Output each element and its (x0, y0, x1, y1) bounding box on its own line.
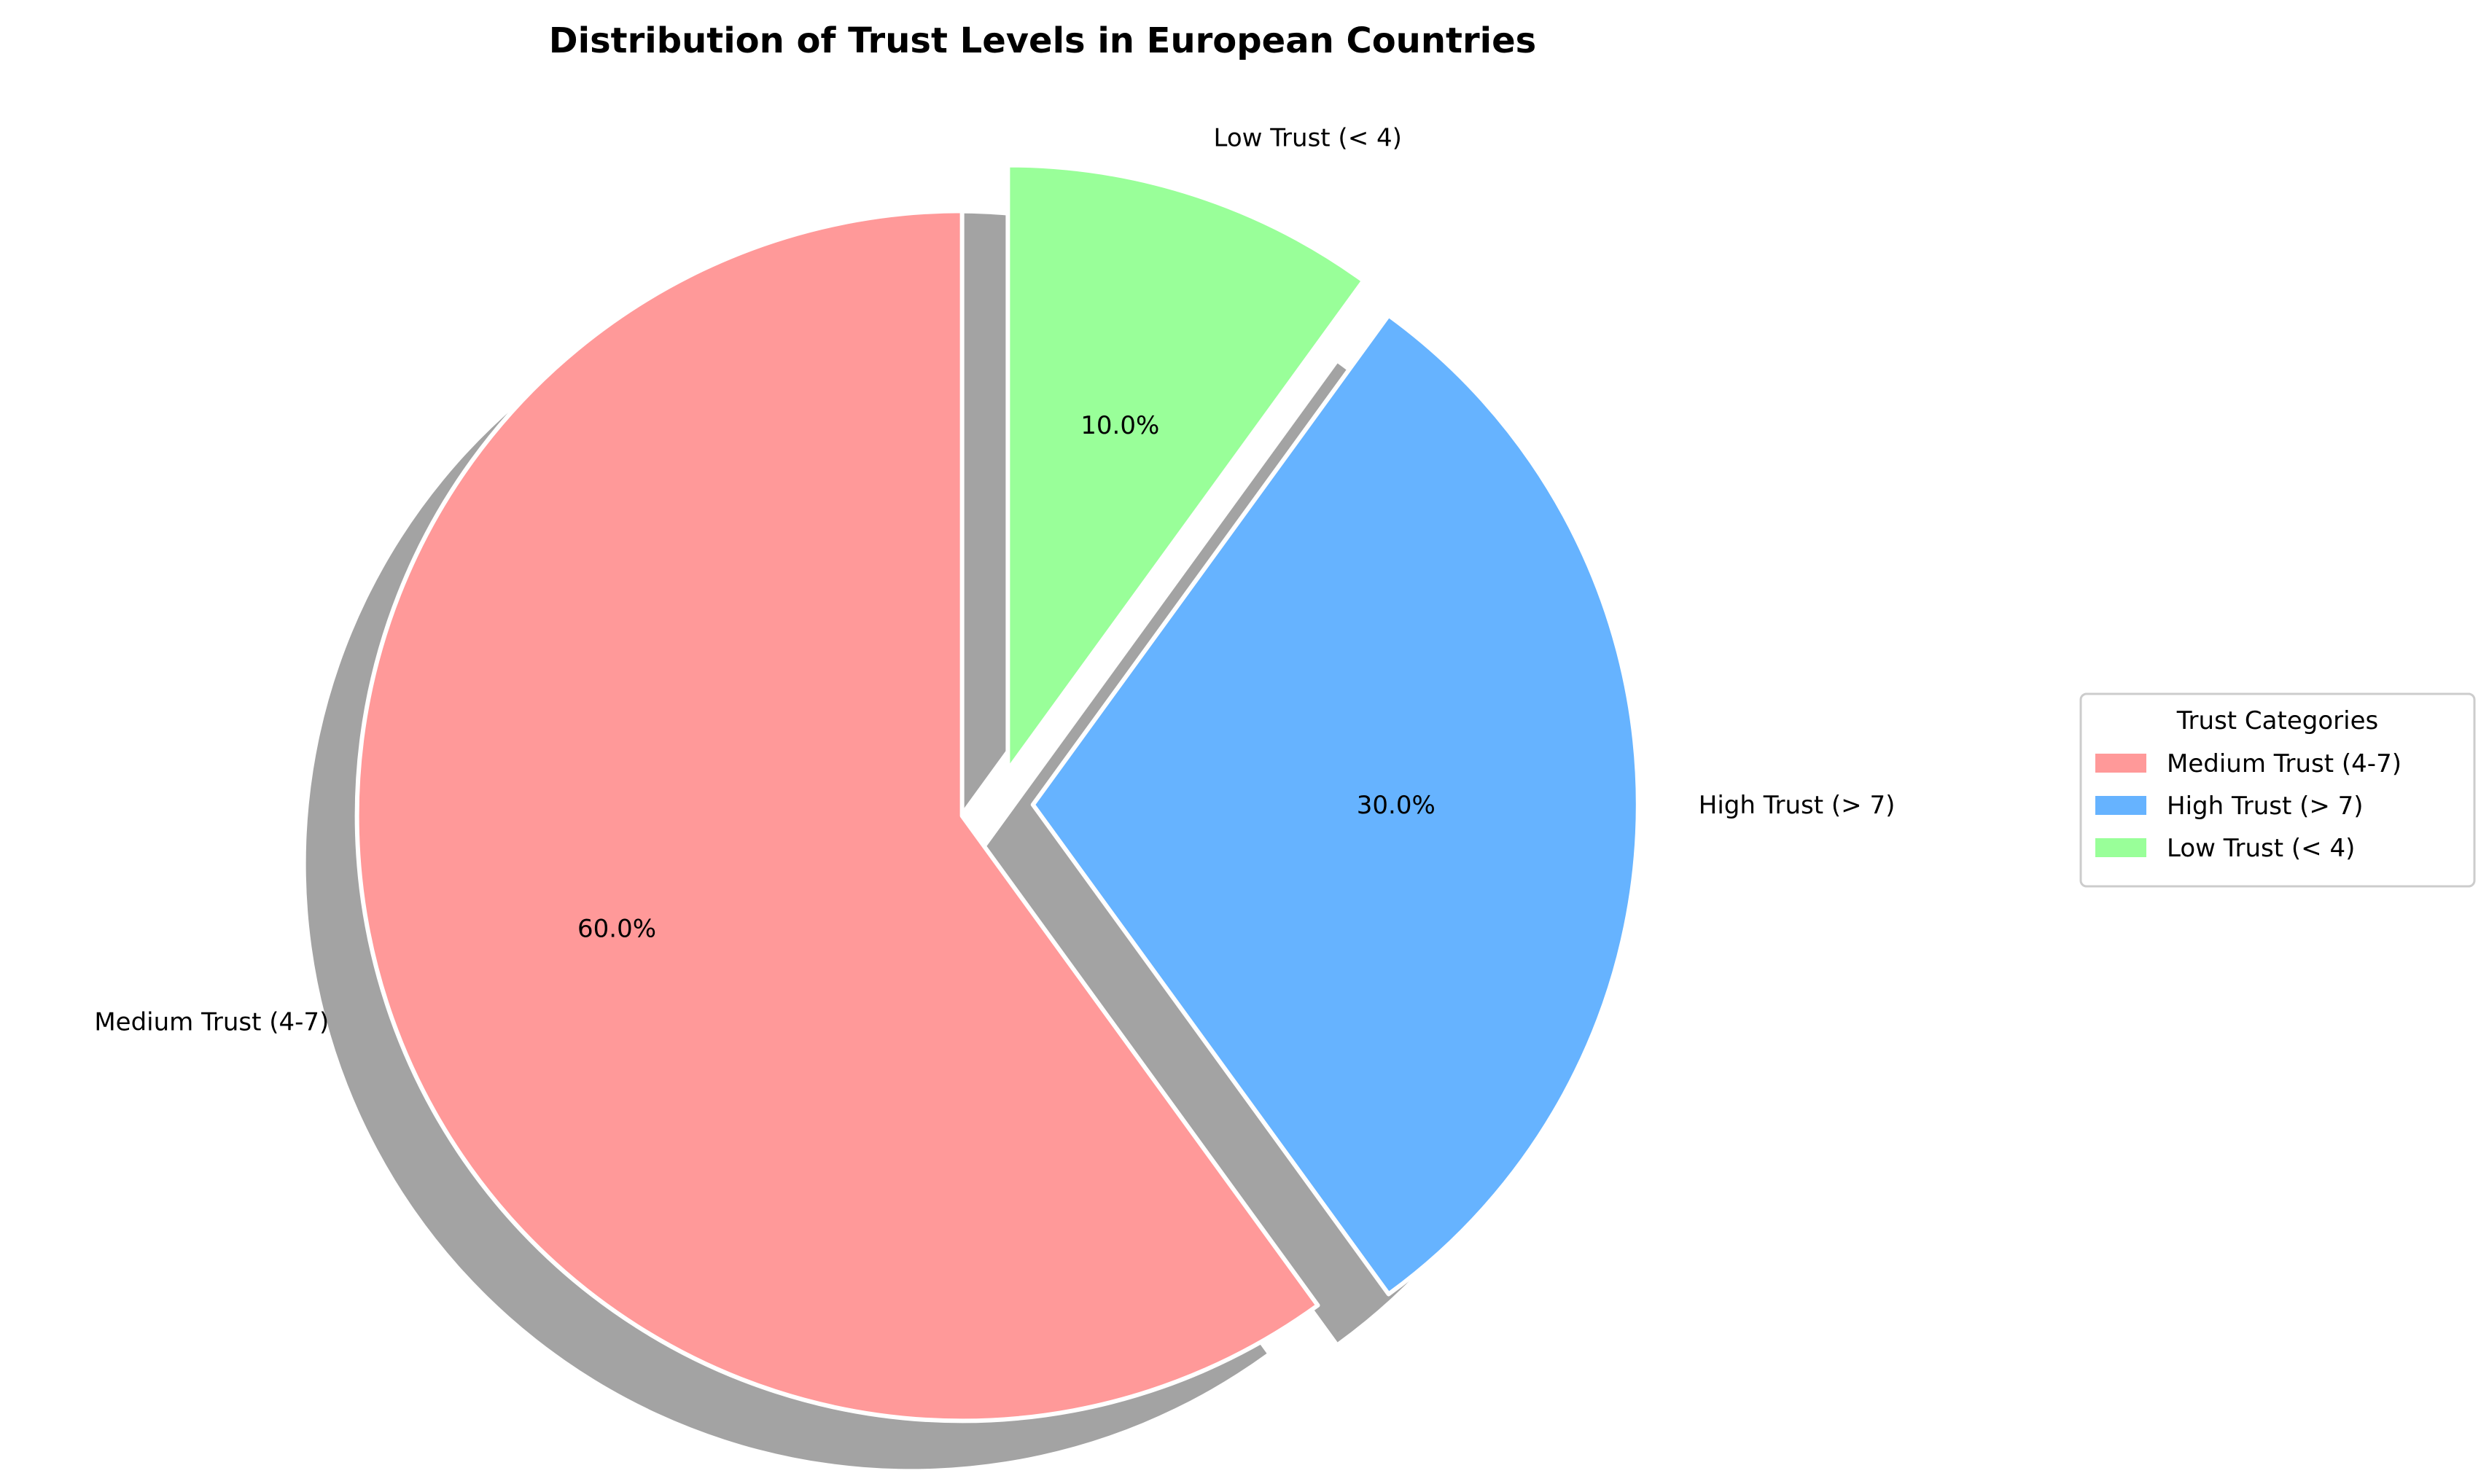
legend-swatch-high-trust-7 (2095, 796, 2146, 815)
legend-entry-high-trust-7: High Trust (> 7) (2167, 792, 2364, 821)
pie-slices (354, 163, 1640, 1424)
slice-label-low-trust-4: Low Trust (< 4) (1214, 123, 1402, 152)
percentage-labels: 60.0% 30.0% 10.0% (577, 411, 1436, 943)
slice-label-high-trust-7: High Trust (> 7) (1699, 791, 1896, 820)
legend-frame (2079, 692, 2476, 888)
slice-high-trust-7 (1030, 313, 1640, 1297)
slice-labels: Medium Trust (4-7) High Trust (> 7) Low Tr… (94, 123, 1895, 1036)
legend-entry-low-trust-4: Low Trust (< 4) (2167, 834, 2355, 863)
slice-label-medium-trust-4-7: Medium Trust (4-7) (94, 1008, 329, 1037)
slice-low-trust-4 (1005, 163, 1366, 773)
slice-medium-trust-4-7 (354, 208, 1320, 1424)
legend-entry-medium-trust-4-7: Medium Trust (4-7) (2167, 749, 2402, 778)
chart-title: Distribution of Trust Levels in European… (549, 20, 1536, 61)
pct-label-low-trust-4: 10.0% (1080, 411, 1159, 440)
legend: Trust Categories Medium Trust (4-7) High … (2079, 692, 2476, 888)
legend-title: Trust Categories (2176, 706, 2378, 735)
legend-swatch-medium-trust-4-7 (2095, 754, 2146, 773)
legend-items: Medium Trust (4-7) High Trust (> 7) Low Tr… (2095, 749, 2402, 863)
pct-label-high-trust-7: 30.0% (1357, 791, 1436, 820)
legend-swatch-low-trust-4 (2095, 838, 2146, 857)
pct-label-medium-trust-4-7: 60.0% (577, 914, 656, 943)
